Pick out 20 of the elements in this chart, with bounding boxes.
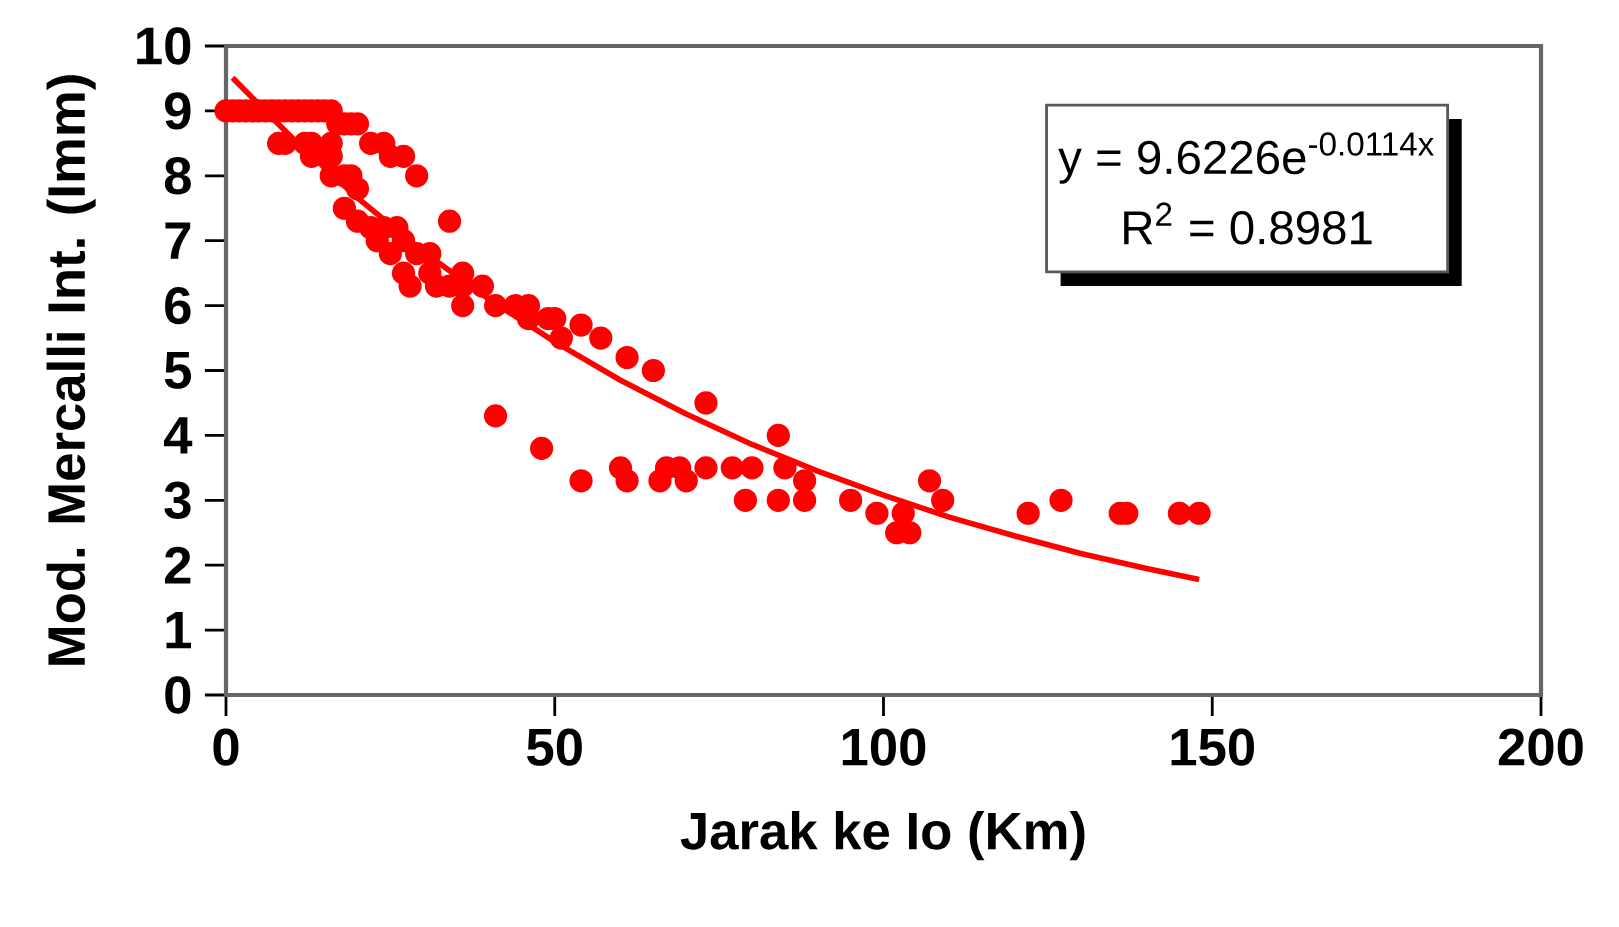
y-tick-label: 2 <box>164 546 191 584</box>
y-tick-label: 1 <box>166 611 192 649</box>
y-tick-label: 5 <box>164 352 192 389</box>
x-tick-label: 100 <box>842 728 926 766</box>
y-tick-label: 0 <box>165 676 191 714</box>
y-tick-label: 10 <box>137 27 191 65</box>
x-tick-label: 200 <box>1498 728 1583 766</box>
x-tick-label: 0 <box>213 728 239 766</box>
y-tick-label: 6 <box>165 286 191 325</box>
x-axis-title: Jarak ke Io (Km) <box>680 811 1085 861</box>
annotation: y = 9.6226e$^{-0.0114x}$ <box>1058 132 1434 184</box>
y-axis-title: Mod. Mercalli Int. (Imm) <box>46 75 96 665</box>
y-tick-label: 8 <box>164 157 191 195</box>
x-tick-label: 50 <box>527 728 582 766</box>
x-tick-label: 150 <box>1171 728 1255 766</box>
y-tick-label: 3 <box>164 481 191 519</box>
annotation: R$^{2}$ = 0.8981 <box>1124 202 1372 245</box>
y-tick-label: 4 <box>163 417 193 454</box>
y-tick-label: 9 <box>164 92 191 130</box>
y-tick-label: 7 <box>165 222 191 259</box>
